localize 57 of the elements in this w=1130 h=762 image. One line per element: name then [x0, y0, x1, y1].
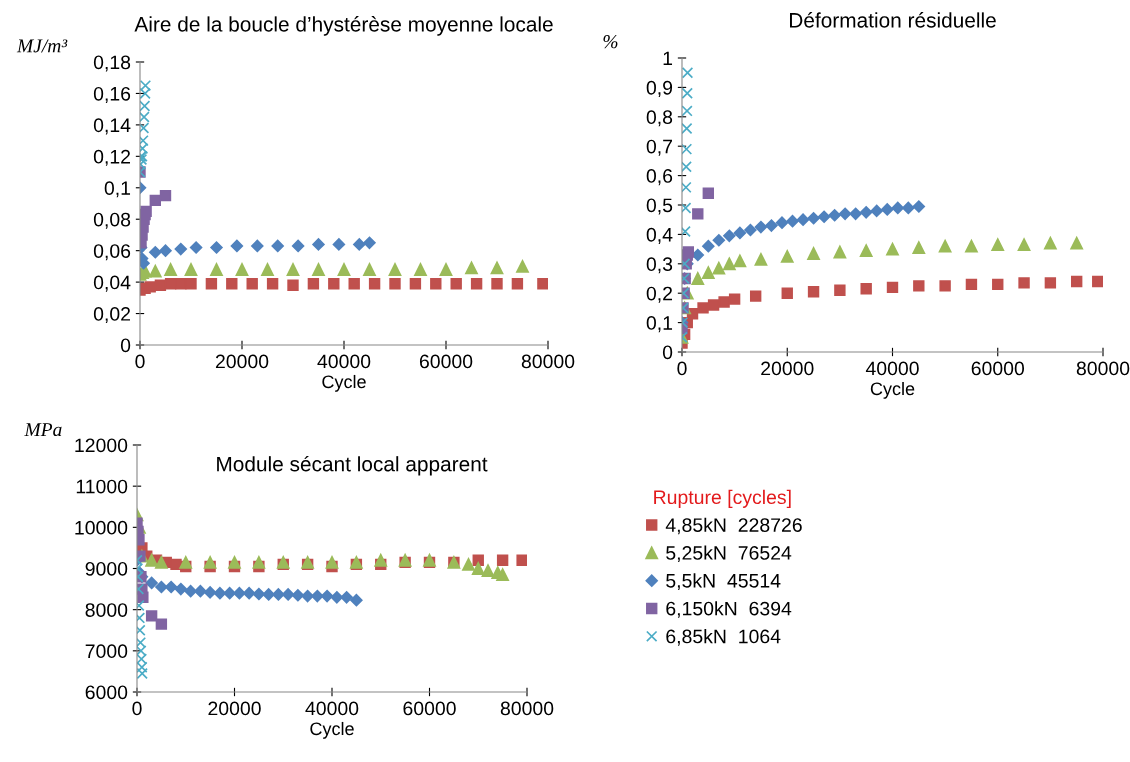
legend-label: 5,5kN 45514: [666, 573, 781, 590]
y-tick-label: 9000: [85, 561, 128, 576]
legend-label: 5,25kN 76524: [666, 545, 792, 563]
y-tick-label: 0,1: [646, 316, 673, 333]
x-tick-label: 0: [677, 361, 687, 376]
y-tick-label: 0,6: [646, 169, 673, 186]
x-axis-title: Cycle: [322, 374, 366, 392]
x-axis-title: Cycle: [310, 721, 354, 739]
legend-title: Rupture [cycles]: [654, 489, 791, 508]
chart-title: Aire de la boucle d’hystérèse moyenne locale: [134, 16, 553, 36]
x-tick-label: 20000: [215, 354, 269, 369]
y-axis-title: MJ/m³: [16, 39, 68, 53]
y-tick-label: 0,3: [646, 257, 673, 274]
x-tick-label: 0: [135, 354, 145, 369]
x-tick-label: 80000: [1076, 361, 1130, 376]
x-tick-label: 80000: [500, 701, 554, 716]
y-tick-label: 0,08: [93, 212, 131, 229]
y-axis-title: MPa: [24, 423, 62, 437]
x-tick-label: 40000: [305, 701, 359, 716]
y-tick-label: 0,04: [93, 275, 131, 292]
y-tick-label: 0,9: [646, 80, 673, 97]
y-tick-label: 1: [663, 51, 673, 66]
chart-title: Module sécant local apparent: [217, 455, 488, 476]
x-tick-label: 80000: [521, 354, 575, 369]
x-tick-label: 40000: [317, 354, 371, 369]
x-tick-label: 40000: [865, 361, 919, 376]
y-axis-title: %: [603, 35, 618, 49]
y-tick-label: 7000: [85, 644, 128, 659]
y-tick-label: 0,18: [93, 55, 131, 72]
x-tick-label: 60000: [403, 701, 456, 716]
y-tick-label: 0,5: [646, 198, 673, 215]
x-axis-title: Cycle: [870, 381, 915, 399]
y-tick-label: 12000: [75, 438, 128, 453]
y-tick-label: 0,14: [93, 118, 131, 135]
y-tick-label: 6000: [85, 685, 128, 700]
legend-label: 4,85kN 228726: [665, 517, 802, 535]
x-tick-label: 60000: [971, 361, 1025, 376]
y-tick-label: 0,4: [646, 227, 673, 244]
y-tick-label: 0,2: [646, 286, 672, 303]
legend-label: 6,150kN 6394: [666, 601, 792, 618]
x-tick-label: 20000: [208, 701, 261, 716]
x-tick-label: 60000: [419, 354, 473, 369]
x-tick-label: 0: [132, 701, 142, 716]
y-tick-label: 0,8: [646, 110, 673, 127]
x-tick-label: 20000: [761, 361, 814, 376]
y-tick-label: 0,12: [93, 149, 130, 166]
y-tick-label: 0: [120, 338, 131, 353]
y-tick-label: 0,06: [93, 244, 131, 261]
y-tick-label: 0,7: [646, 139, 672, 156]
y-tick-label: 0,02: [93, 307, 130, 324]
y-tick-label: 10000: [75, 520, 128, 535]
chart-title: Déformation résiduelle: [790, 12, 996, 28]
y-tick-label: 8000: [85, 603, 128, 617]
legend-label: 6,85kN 1064: [666, 629, 781, 646]
y-tick-label: 11000: [76, 479, 128, 494]
y-tick-label: 0,16: [93, 86, 131, 103]
y-tick-label: 0,1: [104, 181, 131, 198]
